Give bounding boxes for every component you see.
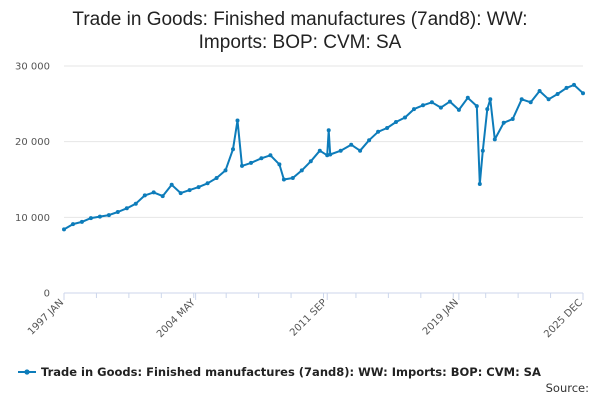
data-point[interactable]: [546, 97, 551, 102]
data-point[interactable]: [133, 201, 138, 206]
data-point[interactable]: [196, 185, 201, 190]
data-point[interactable]: [528, 100, 533, 105]
data-point[interactable]: [477, 182, 482, 186]
data-point[interactable]: [79, 219, 84, 224]
legend[interactable]: Trade in Goods: Finished manufactures (7…: [18, 365, 541, 379]
data-point[interactable]: [325, 153, 330, 158]
data-point[interactable]: [537, 89, 542, 93]
data-point[interactable]: [317, 148, 322, 153]
series-0[interactable]: [62, 82, 585, 232]
data-point[interactable]: [572, 82, 576, 87]
y-tick-label: 30 000: [15, 62, 50, 73]
data-point[interactable]: [169, 182, 174, 187]
data-point[interactable]: [555, 92, 560, 96]
data-point[interactable]: [277, 162, 282, 167]
chart-title: Trade in Goods: Finished manufactures (7…: [0, 8, 600, 54]
data-point[interactable]: [249, 160, 253, 165]
x-tick-label: 2011 SEP: [288, 297, 329, 338]
data-point[interactable]: [97, 214, 102, 219]
x-axis-minor-ticks: [63, 293, 584, 298]
data-point[interactable]: [456, 107, 461, 112]
data-point[interactable]: [581, 91, 585, 96]
data-point[interactable]: [214, 176, 219, 180]
data-point[interactable]: [187, 188, 192, 193]
data-point[interactable]: [338, 148, 343, 153]
data-point[interactable]: [485, 107, 490, 112]
data-point[interactable]: [308, 159, 313, 164]
series-layer: [62, 82, 585, 232]
data-point[interactable]: [205, 181, 210, 186]
data-point[interactable]: [231, 147, 235, 152]
data-point[interactable]: [474, 104, 479, 109]
data-point[interactable]: [240, 163, 244, 168]
data-point[interactable]: [412, 107, 416, 112]
x-tick-label: 1997 JAN: [26, 297, 66, 337]
y-axis-ticks: 0 10 000 20 000 30 000: [15, 62, 50, 300]
data-point[interactable]: [501, 120, 506, 125]
legend-marker-icon: [24, 369, 30, 375]
data-point[interactable]: [376, 129, 381, 134]
x-axis-ticks: 1997 JAN 2004 MAY 2011 SEP 2019 JAN 2025 DEC: [26, 293, 585, 340]
data-point[interactable]: [71, 222, 75, 227]
data-point[interactable]: [115, 210, 120, 214]
data-point[interactable]: [510, 117, 515, 121]
data-point[interactable]: [438, 105, 443, 110]
data-point[interactable]: [429, 100, 434, 105]
grid-lines: [64, 65, 583, 218]
chart-title-line-1: Trade in Goods: Finished manufactures (7…: [72, 9, 528, 30]
data-point[interactable]: [235, 118, 240, 123]
series-line[interactable]: [63, 83, 584, 231]
data-point[interactable]: [519, 97, 524, 102]
data-point[interactable]: [465, 95, 470, 100]
data-point[interactable]: [447, 99, 452, 104]
data-point[interactable]: [385, 126, 390, 130]
data-point[interactable]: [403, 115, 407, 120]
data-point[interactable]: [367, 138, 372, 143]
data-point[interactable]: [88, 216, 93, 221]
x-tick-label: 2019 JAN: [421, 297, 461, 337]
data-point[interactable]: [160, 194, 165, 199]
data-point[interactable]: [142, 193, 147, 198]
data-point[interactable]: [124, 206, 129, 211]
legend-item-label: Trade in Goods: Finished manufactures (7…: [41, 365, 541, 379]
data-point[interactable]: [564, 85, 569, 90]
y-tick-label: 0: [44, 289, 50, 300]
data-point[interactable]: [421, 103, 425, 108]
data-point[interactable]: [281, 177, 286, 182]
data-point[interactable]: [259, 156, 264, 161]
data-point[interactable]: [290, 176, 295, 180]
source-label: Source:: [546, 381, 589, 395]
x-tick-label: 2004 MAY: [155, 297, 198, 340]
data-point[interactable]: [358, 148, 363, 153]
data-point[interactable]: [106, 213, 111, 218]
data-point[interactable]: [178, 191, 183, 196]
y-tick-label: 20 000: [15, 137, 50, 148]
data-point[interactable]: [349, 142, 354, 147]
data-point[interactable]: [326, 128, 331, 133]
chart-title-line-2: Imports: BOP: CVM: SA: [198, 32, 402, 53]
data-point[interactable]: [328, 152, 333, 157]
data-point[interactable]: [394, 120, 398, 124]
data-point[interactable]: [480, 148, 485, 153]
data-point[interactable]: [151, 190, 156, 195]
data-point[interactable]: [62, 227, 66, 232]
data-point[interactable]: [492, 137, 497, 142]
y-tick-label: 10 000: [15, 213, 50, 224]
data-point[interactable]: [268, 153, 273, 158]
data-point[interactable]: [488, 97, 493, 102]
x-tick-label: 2025 DEC: [542, 297, 585, 340]
data-point[interactable]: [299, 168, 304, 173]
data-point[interactable]: [223, 168, 228, 173]
